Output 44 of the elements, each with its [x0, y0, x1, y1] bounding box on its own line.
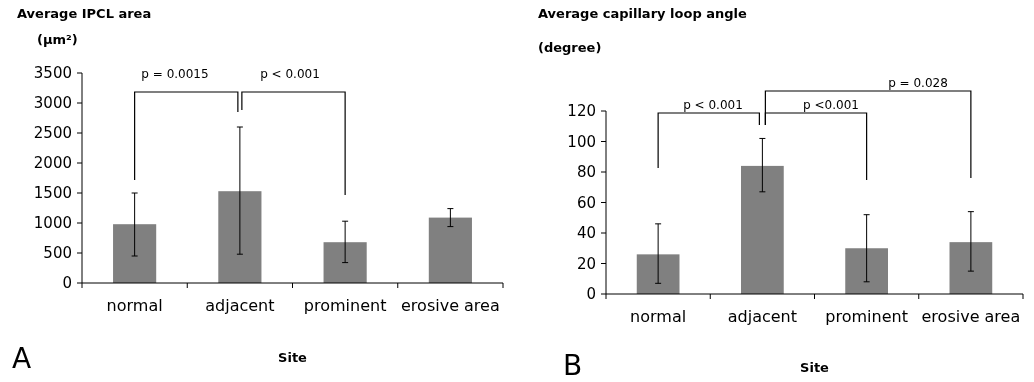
- x-tick-label: prominent: [303, 296, 387, 315]
- y-tick-label: 80: [576, 163, 596, 182]
- bar: [741, 165, 784, 294]
- x-tick-label: prominent: [825, 307, 908, 326]
- x-axis-title: Site: [800, 360, 830, 375]
- bar: [636, 254, 680, 294]
- bar: [218, 191, 262, 283]
- y-tick-label: 20: [576, 254, 596, 273]
- y-tick-label: 0: [62, 274, 72, 293]
- annotation: p < 0.001: [683, 98, 743, 112]
- y-tick-label: 120: [567, 102, 596, 121]
- annotation: p < 0.001: [260, 67, 320, 81]
- x-tick-label: erosive area: [921, 307, 1021, 326]
- text: p = 0.028: [888, 76, 948, 90]
- x-tick-label: normal: [106, 296, 163, 315]
- y-tick-label: 40: [576, 224, 596, 243]
- x-tick-label: erosive area: [401, 296, 500, 315]
- y-axis-title: (degree): [538, 40, 602, 55]
- bar: [428, 217, 472, 283]
- y-tick-label: 500: [43, 244, 72, 263]
- y-tick-label: 2500: [33, 124, 72, 143]
- y-tick-label: 60: [576, 193, 596, 212]
- y-tick-label: 1000: [33, 214, 72, 233]
- bar: [323, 242, 367, 283]
- x-tick-label: normal: [630, 307, 687, 326]
- y-tick-label: 1500: [33, 184, 72, 203]
- bar: [113, 224, 157, 283]
- text: A: [12, 342, 32, 375]
- y-tick-label: 3500: [33, 64, 72, 83]
- y-tick-label: 0: [586, 285, 596, 304]
- chart-title: Average capillary loop angle: [538, 6, 747, 21]
- bar: [949, 242, 993, 294]
- bar: [845, 248, 888, 294]
- y-tick-label: 3000: [33, 94, 72, 113]
- x-tick-label: adjacent: [727, 307, 798, 326]
- x-tick-label: adjacent: [205, 296, 275, 315]
- annotation: p = 0.0015: [141, 67, 209, 81]
- text: B: [563, 349, 583, 382]
- y-tick-label: 100: [567, 132, 596, 151]
- x-axis-title: Site: [278, 350, 308, 365]
- y-axis-title: (µm²): [37, 32, 78, 47]
- annotation: p <0.001: [803, 98, 859, 112]
- y-tick-label: 2000: [33, 154, 72, 173]
- chart-title: Average IPCL area: [17, 6, 152, 21]
